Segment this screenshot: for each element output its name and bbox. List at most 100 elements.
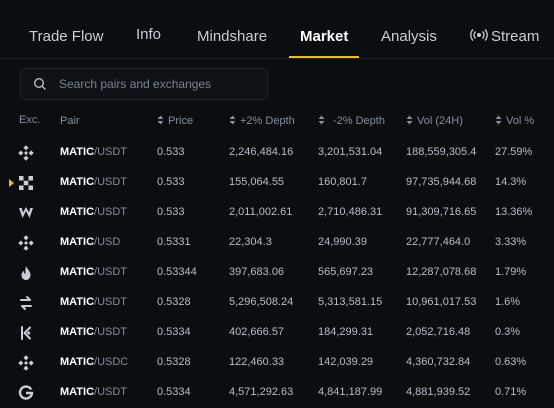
depth-plus-cell: 397,683.06	[229, 266, 285, 278]
depth-plus-cell: 122,460.33	[229, 356, 285, 368]
header-depth-minus-label: -2% Depth	[333, 115, 385, 127]
volume-cell: 188,559,305.4	[406, 146, 477, 158]
header-depth-plus[interactable]: +2% Depth	[229, 115, 295, 127]
sort-icon	[318, 115, 325, 125]
volume-percent-cell: 3.33%	[495, 236, 527, 248]
pair-base: MATIC	[60, 236, 95, 248]
swap-arrows-icon	[20, 296, 32, 310]
price-cell: 0.5331	[157, 236, 191, 248]
pair-quote: /USDT	[94, 146, 128, 158]
price-cell: 0.5328	[157, 296, 191, 308]
pair-quote: /USDC	[94, 356, 129, 368]
volume-percent-cell: 0.3%	[495, 326, 521, 338]
tab-stream-label: Stream	[491, 28, 540, 45]
pair-quote: /USDT	[94, 206, 128, 218]
header-price-label: Price	[168, 115, 194, 127]
depth-minus-cell: 184,299.31	[318, 326, 374, 338]
header-depth-plus-label: +2% Depth	[240, 115, 295, 127]
price-cell: 0.5328	[157, 356, 191, 368]
header-pair[interactable]: Pair	[60, 115, 80, 127]
pair-cell[interactable]: MATIC/USDT	[60, 176, 127, 188]
table-row[interactable]: MATIC/USDT 0.53344 397,683.06 565,697.23…	[0, 258, 554, 288]
binance-icon	[18, 235, 34, 251]
divider	[0, 58, 554, 59]
depth-plus-cell: 402,666.57	[229, 326, 285, 338]
price-cell: 0.533	[157, 176, 185, 188]
pair-quote: /USDT	[94, 176, 128, 188]
pair-base: MATIC	[60, 296, 95, 308]
volume-percent-cell: 1.79%	[495, 266, 527, 278]
table-row[interactable]: MATIC/USDT 0.533 2,011,002.61 2,710,486.…	[0, 198, 554, 228]
depth-plus-cell: 155,064.55	[229, 176, 285, 188]
gate-icon	[18, 385, 34, 400]
tab-trade-flow[interactable]: Trade Flow	[29, 28, 104, 45]
pair-cell[interactable]: MATIC/USDT	[60, 386, 127, 398]
header-volume-label: Vol (24H)	[417, 115, 463, 127]
pair-quote: /USDT	[94, 386, 128, 398]
header-depth-minus[interactable]: -2% Depth	[318, 115, 385, 127]
row-marker-icon	[9, 179, 14, 187]
sort-icon	[229, 115, 236, 125]
okx-icon	[19, 176, 33, 190]
pair-cell[interactable]: MATIC/USDT	[60, 326, 127, 338]
header-exchange[interactable]: Exc.	[19, 114, 41, 126]
tab-mindshare[interactable]: Mindshare	[197, 28, 268, 45]
volume-cell: 22,777,464.0	[406, 236, 471, 248]
volume-cell: 2,052,716.48	[406, 326, 471, 338]
header-volume-percent[interactable]: Vol %	[495, 115, 534, 127]
table-row[interactable]: MATIC/USDT 0.533 2,246,484.16 3,201,531.…	[0, 138, 554, 168]
pair-base: MATIC	[60, 176, 95, 188]
pair-base: MATIC	[60, 206, 95, 218]
active-tab-indicator	[289, 56, 359, 58]
table-row[interactable]: MATIC/USDT 0.5328 5,296,508.24 5,313,581…	[0, 288, 554, 318]
depth-plus-cell: 22,304.3	[229, 236, 272, 248]
pair-quote: /USDT	[94, 296, 128, 308]
volume-cell: 4,881,939.52	[406, 386, 471, 398]
binance-icon	[18, 145, 34, 161]
pair-quote: /USD	[94, 236, 121, 248]
pair-base: MATIC	[60, 266, 95, 278]
pair-cell[interactable]: MATIC/USDT	[60, 296, 127, 308]
table-row[interactable]: MATIC/USDT 0.533 155,064.55 160,801.7 97…	[0, 168, 554, 198]
pair-cell[interactable]: MATIC/USD	[60, 236, 120, 248]
search-box	[20, 68, 268, 100]
depth-plus-cell: 4,571,292.63	[229, 386, 294, 398]
search-input[interactable]	[59, 69, 259, 99]
depth-minus-cell: 2,710,486.31	[318, 206, 383, 218]
pair-quote: /USDT	[94, 326, 128, 338]
depth-minus-cell: 3,201,531.04	[318, 146, 383, 158]
table-row[interactable]: MATIC/USD 0.5331 22,304.3 24,990.39 22,7…	[0, 228, 554, 258]
kucoin-icon	[21, 326, 31, 340]
sort-icon	[406, 115, 413, 125]
pair-base: MATIC	[60, 326, 95, 338]
table-row[interactable]: MATIC/USDC 0.5328 122,460.33 142,039.29 …	[0, 348, 554, 378]
price-cell: 0.5334	[157, 326, 191, 338]
depth-minus-cell: 565,697.23	[318, 266, 374, 278]
depth-minus-cell: 5,313,581.15	[318, 296, 383, 308]
tab-market[interactable]: Market	[300, 28, 349, 45]
table-header: Exc. Pair Price +2% Depth -2% Depth Vol …	[0, 113, 554, 131]
header-price[interactable]: Price	[157, 115, 193, 127]
volume-percent-cell: 14.3%	[495, 176, 527, 188]
table-row[interactable]: MATIC/USDT 0.5334 4,571,292.63 4,841,187…	[0, 378, 554, 408]
depth-minus-cell: 160,801.7	[318, 176, 367, 188]
table-row[interactable]: MATIC/USDT 0.5334 402,666.57 184,299.31 …	[0, 318, 554, 348]
tab-analysis[interactable]: Analysis	[381, 28, 437, 45]
tab-info[interactable]: Info	[136, 26, 162, 43]
depth-minus-cell: 24,990.39	[318, 236, 367, 248]
pair-quote: /USDT	[94, 266, 128, 278]
pair-base: MATIC	[60, 146, 95, 158]
pair-cell[interactable]: MATIC/USDT	[60, 146, 127, 158]
tab-stream[interactable]: Stream	[470, 28, 539, 45]
binance-icon	[18, 355, 34, 371]
pair-cell[interactable]: MATIC/USDC	[60, 356, 128, 368]
volume-percent-cell: 0.71%	[495, 386, 527, 398]
volume-percent-cell: 0.63%	[495, 356, 527, 368]
header-volume-percent-label: Vol %	[506, 115, 535, 127]
pair-cell[interactable]: MATIC/USDT	[60, 206, 127, 218]
depth-plus-cell: 5,296,508.24	[229, 296, 294, 308]
pair-cell[interactable]: MATIC/USDT	[60, 266, 127, 278]
depth-plus-cell: 2,011,002.61	[229, 206, 293, 218]
depth-plus-cell: 2,246,484.16	[229, 146, 294, 158]
header-volume[interactable]: Vol (24H)	[406, 115, 463, 127]
